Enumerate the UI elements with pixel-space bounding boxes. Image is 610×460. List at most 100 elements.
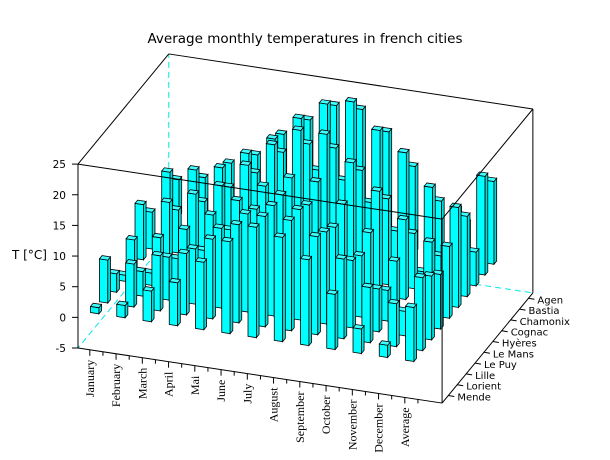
- x-tick-label: September: [293, 392, 307, 443]
- bar-top-face: [291, 204, 304, 211]
- bar-top-face: [361, 282, 374, 288]
- bar-side-face: [177, 278, 181, 327]
- bar-side-face: [422, 273, 426, 352]
- top-left-edge: [77, 53, 170, 165]
- y-tick-label: Chamonix: [520, 317, 570, 328]
- y-tick-label: Lille: [475, 371, 495, 382]
- bar-top-face: [475, 171, 489, 177]
- bar-front-face: [195, 260, 205, 331]
- y-tick: [448, 395, 455, 397]
- x-tick-label: March: [135, 368, 149, 399]
- bar-top-face: [396, 214, 410, 221]
- bar-side-face: [378, 284, 383, 334]
- bar-side-face: [396, 299, 400, 348]
- bar-top-face: [256, 211, 269, 217]
- bar-top-face: [273, 232, 287, 238]
- bar-mende-june: [221, 236, 234, 335]
- bar-top-face: [299, 254, 313, 261]
- x-tick-label: Average: [398, 407, 412, 447]
- z-tick-label: 20: [53, 190, 66, 202]
- bar-top-face: [124, 259, 138, 265]
- bar-mende-february: [116, 300, 129, 319]
- bar-top-face: [212, 223, 226, 229]
- y-tick-label: Le Mans: [493, 349, 534, 360]
- y-tick: [474, 362, 482, 365]
- bar-front-face: [168, 281, 179, 327]
- bar-top-face: [98, 255, 112, 261]
- bar-top-face: [282, 215, 295, 221]
- bar-top-face: [352, 250, 366, 257]
- bar-top-face: [344, 157, 357, 164]
- bar-top-face: [177, 224, 191, 230]
- bar-front-face: [378, 343, 389, 358]
- bar-side-face: [493, 177, 498, 266]
- bar-mende-april: [168, 277, 182, 327]
- y-tick-label: Agen: [537, 295, 563, 306]
- bar-mende-average: [404, 302, 418, 363]
- bar-top-face: [422, 271, 436, 277]
- bar-top-face: [370, 125, 384, 131]
- bar-front-face: [405, 305, 415, 362]
- bar-mende-july: [247, 222, 260, 339]
- bar-top-face: [282, 173, 296, 179]
- bar-top-face: [423, 182, 437, 188]
- bar-top-face: [186, 189, 200, 195]
- bar-side-face: [484, 172, 489, 277]
- bar-side-face: [361, 324, 365, 355]
- z-tick-label: -5: [56, 343, 66, 355]
- bar-top-face: [387, 256, 401, 262]
- x-tick-label: February: [109, 364, 123, 407]
- bar-top-face: [317, 227, 331, 233]
- bar-lorient-february: [124, 259, 138, 309]
- bar-top-face: [361, 227, 375, 234]
- bar-side-face: [343, 254, 348, 340]
- tick-labels: -5 0 5 10 15 20 25 January February March April Mai…: [53, 159, 570, 453]
- bar-side-face: [413, 303, 417, 363]
- x-tick-label: December: [372, 403, 386, 452]
- x-tick-label: January: [83, 360, 97, 397]
- bar-top-face: [265, 139, 279, 146]
- bars: [89, 97, 498, 363]
- bar-top-face: [291, 125, 305, 131]
- bar-top-face: [134, 199, 147, 206]
- bar-top-face: [334, 254, 348, 260]
- bar-side-face: [159, 251, 164, 313]
- chart-title: Average monthly temperatures in french c…: [147, 31, 462, 47]
- top-front-edge: [77, 163, 443, 220]
- bar-top-face: [187, 165, 200, 171]
- bar-front-face: [273, 235, 284, 343]
- bar-top-face: [221, 236, 234, 243]
- bar-top-face: [160, 197, 174, 203]
- bar-side-face: [466, 212, 471, 298]
- bar-side-face: [229, 237, 234, 335]
- bar-top-face: [125, 235, 138, 241]
- y-tick: [483, 351, 490, 354]
- bar-side-face: [379, 186, 383, 297]
- bar-top-face: [397, 147, 410, 154]
- bar-top-face: [151, 232, 165, 239]
- bar-top-face: [239, 148, 253, 154]
- bar-side-face: [264, 212, 269, 328]
- bar-front-face: [352, 327, 362, 354]
- bar-front-face: [142, 289, 152, 323]
- bar-side-face: [475, 247, 480, 287]
- bar-top-face: [116, 300, 129, 306]
- y-tick: [492, 341, 499, 343]
- bar-lorient-december: [387, 298, 400, 348]
- bar-side-face: [151, 286, 155, 323]
- bar-front-face: [326, 292, 336, 351]
- y-tick-label: Hyères: [502, 338, 537, 350]
- y-tick: [466, 373, 473, 376]
- bar-front-face: [387, 302, 397, 348]
- bar-mende-mai: [194, 257, 208, 331]
- bar-mende-march: [142, 286, 155, 323]
- bar-front-face: [125, 262, 135, 308]
- bar-top-face: [203, 234, 217, 240]
- bar-top-face: [274, 129, 288, 135]
- bar-side-face: [212, 234, 216, 321]
- z-tick-label: 25: [53, 159, 66, 171]
- bar-front-face: [116, 303, 126, 319]
- bar-top-face: [247, 222, 260, 228]
